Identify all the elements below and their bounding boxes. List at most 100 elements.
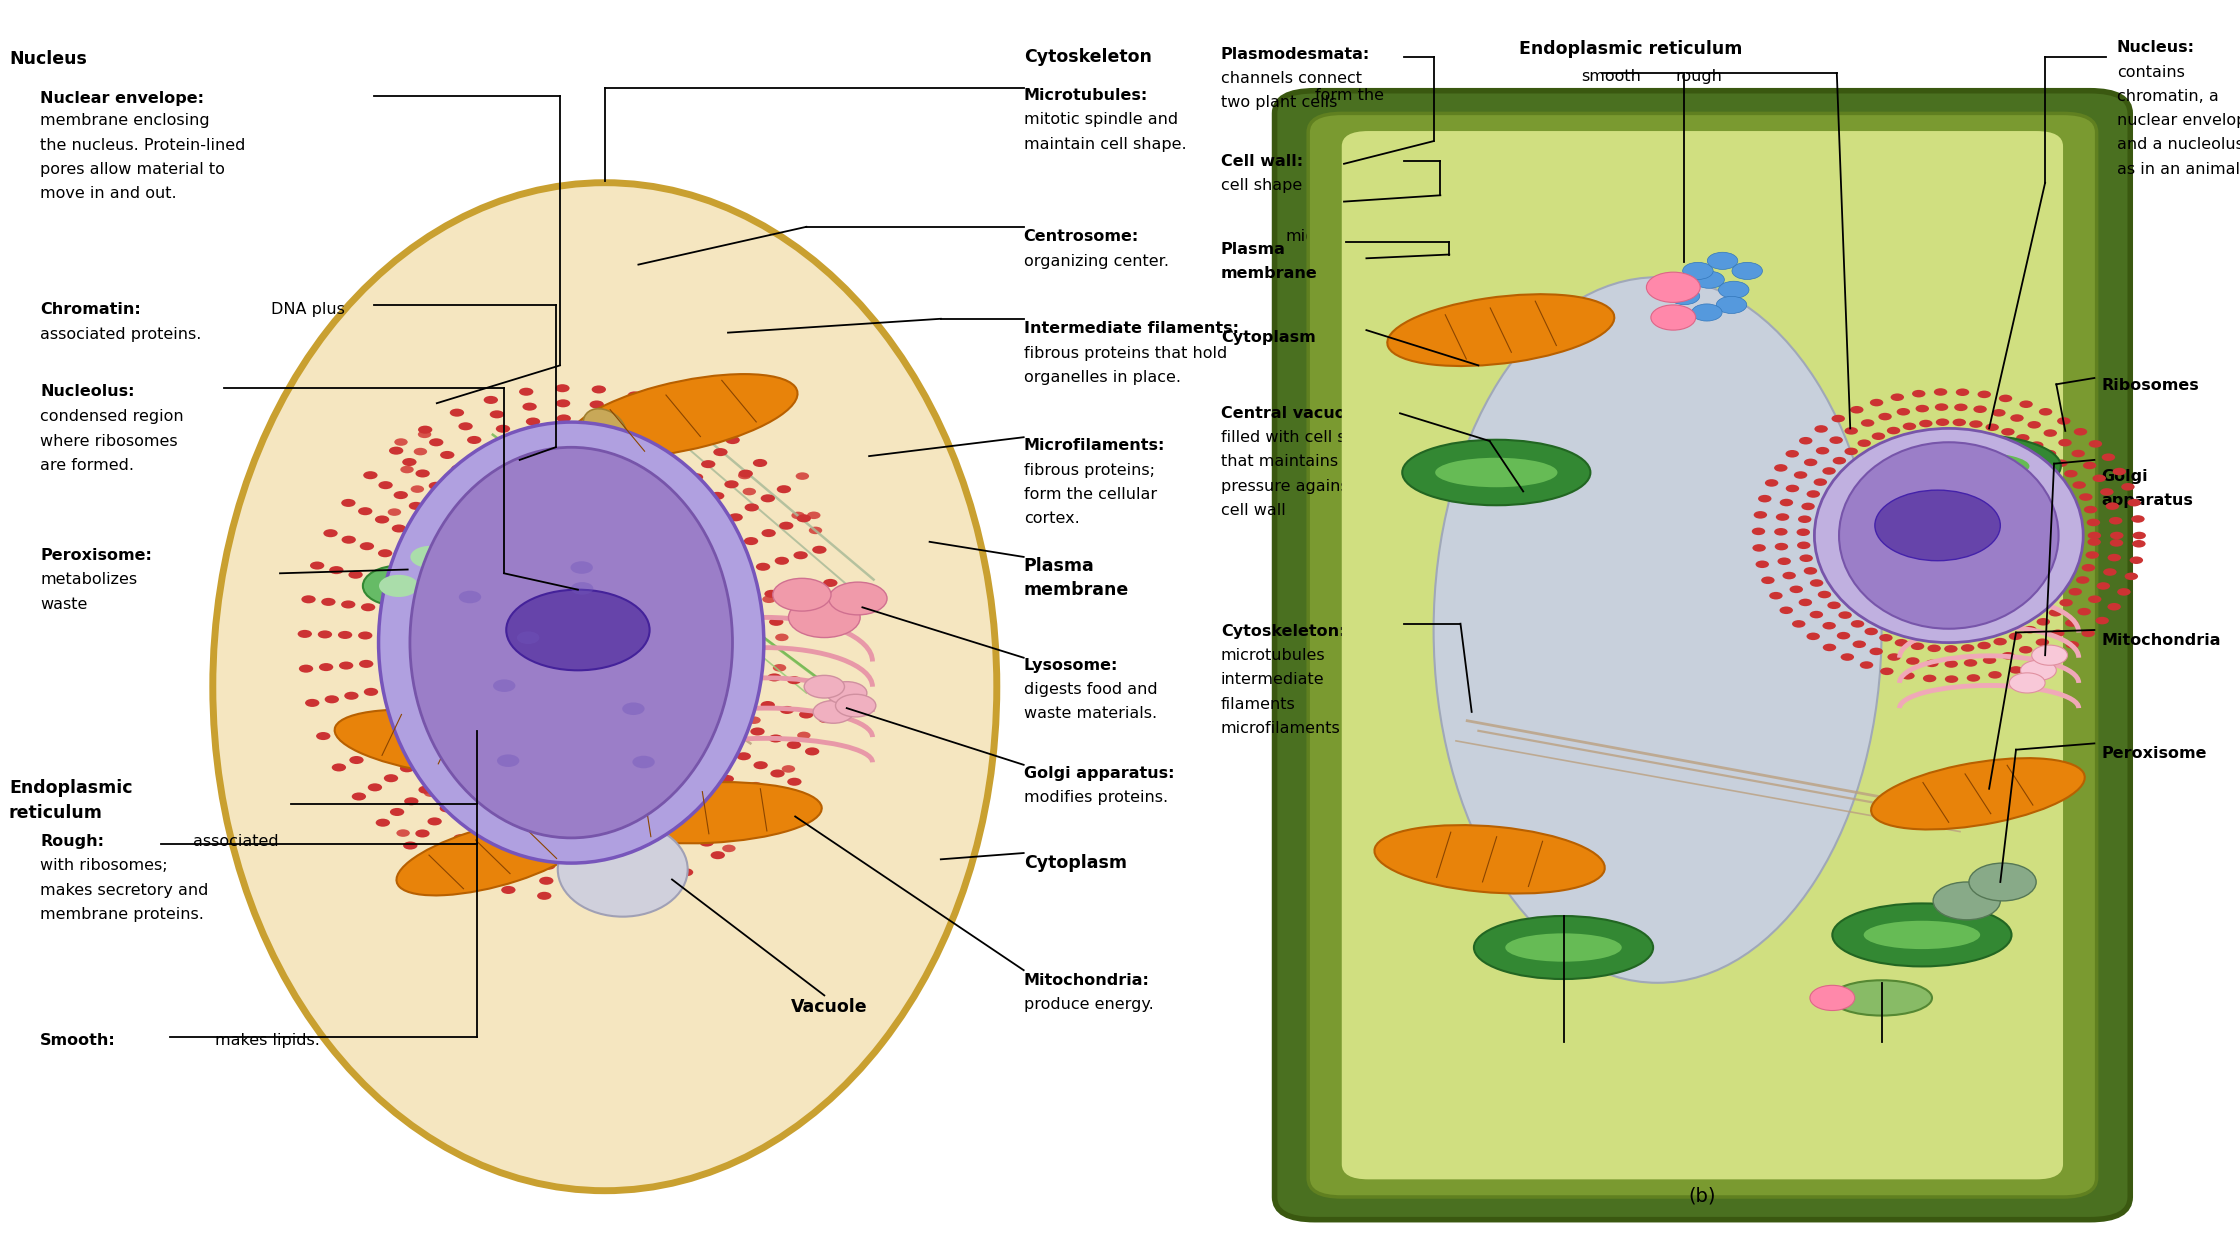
Text: smooth: smooth: [1581, 69, 1642, 84]
Text: contains: contains: [2117, 64, 2184, 79]
Circle shape: [410, 485, 423, 493]
Circle shape: [1837, 631, 1850, 639]
Circle shape: [506, 871, 520, 879]
Circle shape: [739, 830, 755, 838]
Circle shape: [1799, 437, 1812, 445]
Circle shape: [542, 825, 556, 833]
Circle shape: [408, 501, 423, 510]
Circle shape: [784, 586, 797, 593]
Circle shape: [1852, 640, 1866, 648]
Circle shape: [332, 764, 345, 771]
Circle shape: [827, 682, 867, 704]
Circle shape: [464, 820, 477, 828]
Circle shape: [571, 561, 594, 573]
Circle shape: [544, 827, 560, 834]
Circle shape: [663, 402, 676, 410]
Text: site: site: [1492, 1082, 1519, 1097]
Circle shape: [323, 529, 338, 537]
Circle shape: [2076, 576, 2090, 583]
Circle shape: [488, 832, 504, 840]
Text: modifies proteins.: modifies proteins.: [1024, 790, 1167, 805]
Circle shape: [795, 472, 809, 480]
Circle shape: [444, 847, 457, 856]
Circle shape: [600, 832, 632, 852]
Circle shape: [1810, 985, 1855, 1011]
Circle shape: [508, 459, 522, 466]
Circle shape: [2088, 596, 2101, 604]
Text: maintains: maintains: [1427, 154, 1505, 169]
Text: organelles in place.: organelles in place.: [1024, 370, 1180, 384]
Circle shape: [1933, 882, 2000, 920]
Text: Peroxisome:: Peroxisome:: [40, 548, 152, 563]
Ellipse shape: [1375, 825, 1604, 893]
Circle shape: [753, 459, 768, 467]
Circle shape: [2065, 641, 2079, 649]
Circle shape: [2083, 505, 2097, 513]
Text: maintain cell shape.: maintain cell shape.: [1024, 137, 1187, 151]
Circle shape: [623, 702, 645, 714]
Circle shape: [663, 483, 676, 490]
Circle shape: [665, 457, 679, 466]
Circle shape: [600, 843, 614, 852]
Circle shape: [1902, 672, 1915, 679]
Circle shape: [522, 731, 535, 738]
Circle shape: [432, 772, 448, 780]
Circle shape: [587, 416, 603, 423]
Circle shape: [573, 893, 587, 901]
Circle shape: [2088, 532, 2101, 539]
Circle shape: [694, 417, 710, 425]
Circle shape: [1707, 252, 1738, 270]
Circle shape: [2000, 428, 2014, 436]
Circle shape: [2101, 454, 2115, 461]
Circle shape: [2059, 438, 2072, 446]
Circle shape: [589, 401, 605, 408]
Circle shape: [2000, 651, 2014, 659]
Text: Mitochondria:: Mitochondria:: [1024, 973, 1149, 988]
Circle shape: [1978, 641, 1991, 649]
Circle shape: [473, 645, 486, 653]
FancyBboxPatch shape: [1308, 113, 2097, 1197]
Text: Plastid:: Plastid:: [1781, 1058, 1848, 1074]
Circle shape: [486, 843, 500, 851]
Circle shape: [766, 805, 780, 814]
Circle shape: [744, 504, 759, 512]
Circle shape: [439, 804, 455, 813]
Circle shape: [679, 868, 692, 876]
Circle shape: [1873, 432, 1886, 440]
Ellipse shape: [569, 374, 797, 457]
Circle shape: [423, 514, 439, 523]
Circle shape: [564, 822, 598, 842]
Ellipse shape: [1434, 277, 1882, 983]
Circle shape: [437, 554, 450, 562]
Circle shape: [495, 425, 511, 432]
Circle shape: [1817, 447, 1830, 455]
Text: waste: waste: [40, 597, 87, 611]
Text: Nucleus:: Nucleus:: [2117, 40, 2195, 55]
Circle shape: [383, 774, 399, 782]
Circle shape: [2130, 557, 2144, 564]
Circle shape: [363, 566, 435, 606]
Circle shape: [670, 854, 685, 863]
Circle shape: [585, 432, 600, 440]
Circle shape: [2038, 408, 2052, 416]
Circle shape: [701, 460, 715, 469]
Text: form the cellular: form the cellular: [1024, 488, 1156, 501]
Circle shape: [582, 814, 614, 833]
Circle shape: [788, 616, 804, 624]
Circle shape: [1774, 543, 1788, 551]
Circle shape: [484, 684, 497, 692]
Circle shape: [1973, 406, 1987, 413]
Circle shape: [703, 588, 717, 596]
Circle shape: [2106, 503, 2119, 510]
Circle shape: [744, 488, 757, 495]
Circle shape: [363, 471, 379, 479]
Circle shape: [2072, 481, 2085, 489]
Circle shape: [461, 480, 477, 489]
Circle shape: [524, 828, 538, 835]
Circle shape: [632, 756, 654, 769]
Text: form the: form the: [1315, 88, 1384, 103]
Text: Centrosome:: Centrosome:: [1024, 229, 1138, 244]
Circle shape: [1978, 391, 1991, 398]
Circle shape: [466, 876, 482, 883]
Circle shape: [1752, 528, 1765, 536]
